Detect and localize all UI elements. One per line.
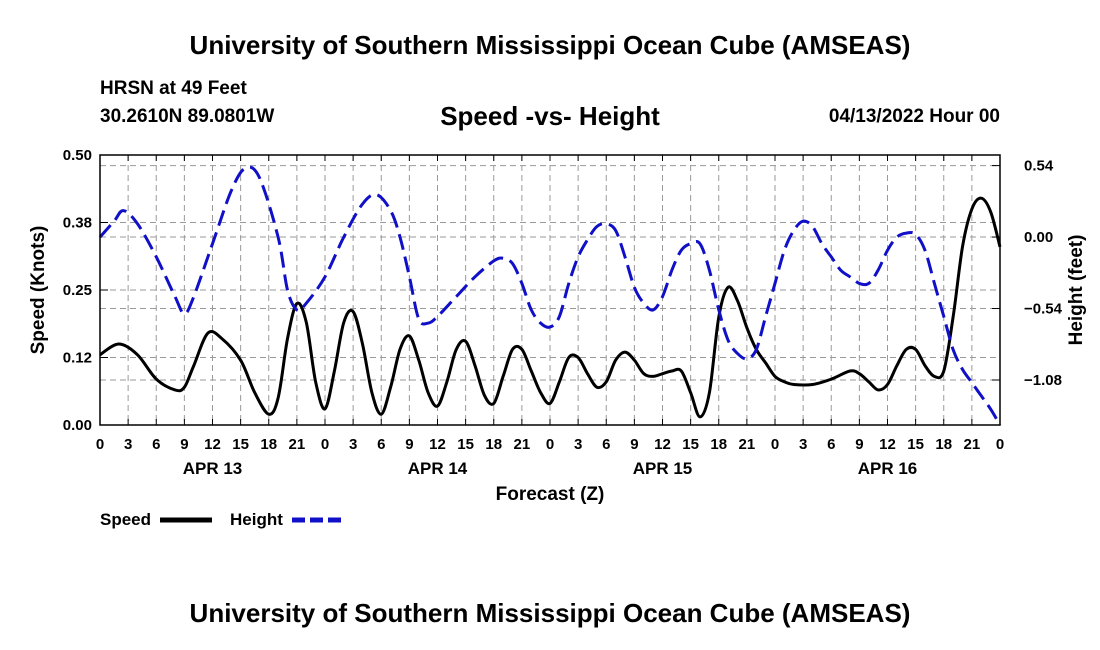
x-tick-label: 18	[260, 436, 277, 453]
chart-subtitle: Speed -vs- Height	[440, 101, 660, 131]
legend-speed-label: Speed	[100, 510, 152, 529]
x-tick-label: 21	[964, 436, 981, 453]
x-tick-label: 12	[429, 436, 446, 453]
footer-title: University of Southern Mississippi Ocean…	[189, 598, 911, 628]
y-tick-label-right: −1.08	[1024, 372, 1062, 389]
x-tick-label: 9	[855, 436, 863, 453]
speed-series-line	[99, 196, 1002, 419]
x-tick-label: 21	[289, 436, 306, 453]
x-tick-label: 18	[485, 436, 502, 453]
y-tick-label-left: 0.12	[63, 350, 92, 367]
x-tick-label: 15	[232, 436, 249, 453]
x-tick-label: 3	[349, 436, 357, 453]
x-tick-label: 3	[574, 436, 582, 453]
y-axis-title-right: Height (feet)	[1066, 235, 1087, 346]
y-tick-label-left: 0.00	[63, 417, 92, 434]
x-tick-label: 21	[739, 436, 756, 453]
x-tick-label: 18	[935, 436, 952, 453]
axis-labels: 0 3 6 9 12 15 18 21 0 3 6 9 12 15 18 21 0 3 6 9 12 15 18 21 0 3 6 9…	[28, 147, 1087, 505]
y-tick-label-left: 0.25	[63, 282, 92, 299]
x-tick-label: 12	[204, 436, 221, 453]
x-tick-label: 9	[405, 436, 413, 453]
main-title: University of Southern Mississippi Ocean…	[189, 30, 911, 60]
grid	[100, 155, 1000, 425]
x-tick-label: 0	[96, 436, 104, 453]
x-tick-label: 0	[546, 436, 554, 453]
x-tick-label: 6	[827, 436, 835, 453]
day-label: APR 13	[183, 459, 243, 478]
x-tick-label: 15	[907, 436, 924, 453]
legend-height-label: Height	[230, 510, 283, 529]
x-tick-label: 9	[630, 436, 638, 453]
x-tick-label: 3	[124, 436, 132, 453]
x-tick-label: 15	[457, 436, 474, 453]
x-tick-label: 0	[771, 436, 779, 453]
x-tick-label: 6	[377, 436, 385, 453]
x-tick-label: 3	[799, 436, 807, 453]
axis-ticks	[99, 154, 1001, 426]
height-series-line	[98, 165, 1002, 426]
y-axis-title-left: Speed (Knots)	[28, 226, 49, 355]
day-label: APR 16	[858, 459, 918, 478]
x-tick-label: 15	[682, 436, 699, 453]
series-lines	[98, 165, 1002, 426]
x-tick-label: 18	[710, 436, 727, 453]
station-label: HRSN at 49 Feet	[100, 78, 247, 99]
y-tick-label-left: 0.38	[63, 215, 92, 232]
x-tick-label: 12	[654, 436, 671, 453]
x-tick-label: 0	[321, 436, 329, 453]
x-tick-label: 21	[514, 436, 531, 453]
x-axis-title: Forecast (Z)	[496, 484, 605, 505]
x-tick-label: 12	[879, 436, 896, 453]
x-tick-label: 0	[996, 436, 1004, 453]
day-label: APR 14	[408, 459, 468, 478]
day-label: APR 15	[633, 459, 693, 478]
y-tick-label-right: 0.54	[1024, 158, 1054, 175]
coordinates-label: 30.2610N 89.0801W	[100, 106, 275, 127]
y-tick-label-right: 0.00	[1024, 229, 1053, 246]
x-tick-label: 6	[602, 436, 610, 453]
forecast-datetime: 04/13/2022 Hour 00	[828, 106, 1000, 127]
y-tick-label-left: 0.50	[63, 147, 92, 164]
x-tick-label: 9	[180, 436, 188, 453]
y-tick-label-right: −0.54	[1024, 301, 1063, 318]
x-tick-label: 6	[152, 436, 160, 453]
